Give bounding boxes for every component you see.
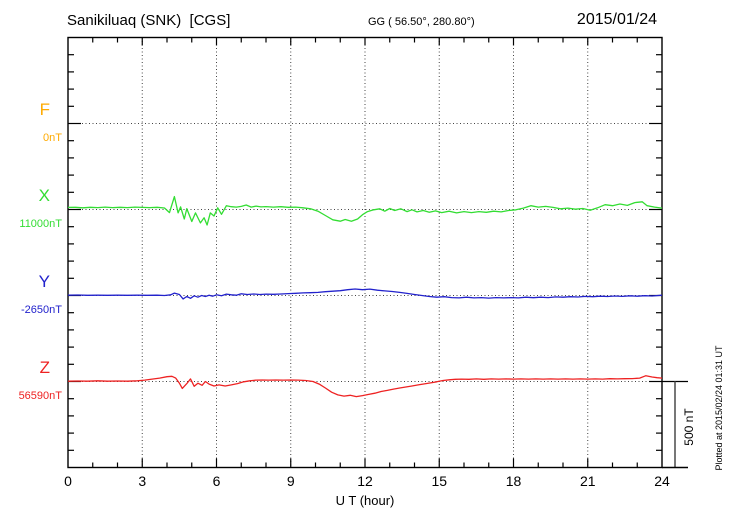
x-tick-label-21: 21 bbox=[579, 473, 596, 489]
x-tick-label-12: 12 bbox=[357, 473, 373, 489]
series-baseline-value-F: 0nT bbox=[43, 131, 62, 144]
trace-X bbox=[67, 195, 663, 226]
series-letter-F: F bbox=[39, 99, 50, 119]
x-tick-label-6: 6 bbox=[212, 473, 221, 489]
trace-Y bbox=[67, 288, 663, 300]
x-tick-label-15: 15 bbox=[431, 473, 448, 489]
plot-frame bbox=[67, 36, 663, 469]
series-letter-Z: Z bbox=[39, 357, 50, 377]
x-axis-label: U T (hour) bbox=[335, 493, 395, 508]
observation-date: 2015/01/24 bbox=[576, 11, 657, 28]
series-baseline-value-Y: -2650nT bbox=[21, 303, 62, 316]
x-tick-label-0: 0 bbox=[64, 473, 72, 489]
series-baseline-value-X: 11000nT bbox=[19, 217, 62, 230]
trace-Z bbox=[67, 375, 663, 398]
x-tick-label-9: 9 bbox=[286, 473, 295, 489]
scale-bar-label: 500 nT bbox=[682, 408, 696, 446]
x-tick-label-24: 24 bbox=[654, 473, 670, 489]
geographic-coordinates: GG ( 56.50°, 280.80°) bbox=[368, 16, 475, 28]
x-tick-label-3: 3 bbox=[138, 473, 147, 489]
series-letter-Y: Y bbox=[38, 271, 50, 291]
series-baseline-value-Z: 56590nT bbox=[18, 389, 62, 402]
station-title: Sanikiluaq (SNK) [CGS] bbox=[67, 12, 231, 29]
plotted-timestamp-note: Plotted at 2015/02/24 01:31 UT bbox=[714, 345, 724, 471]
series-letter-X: X bbox=[38, 185, 50, 205]
x-tick-label-18: 18 bbox=[505, 473, 522, 489]
